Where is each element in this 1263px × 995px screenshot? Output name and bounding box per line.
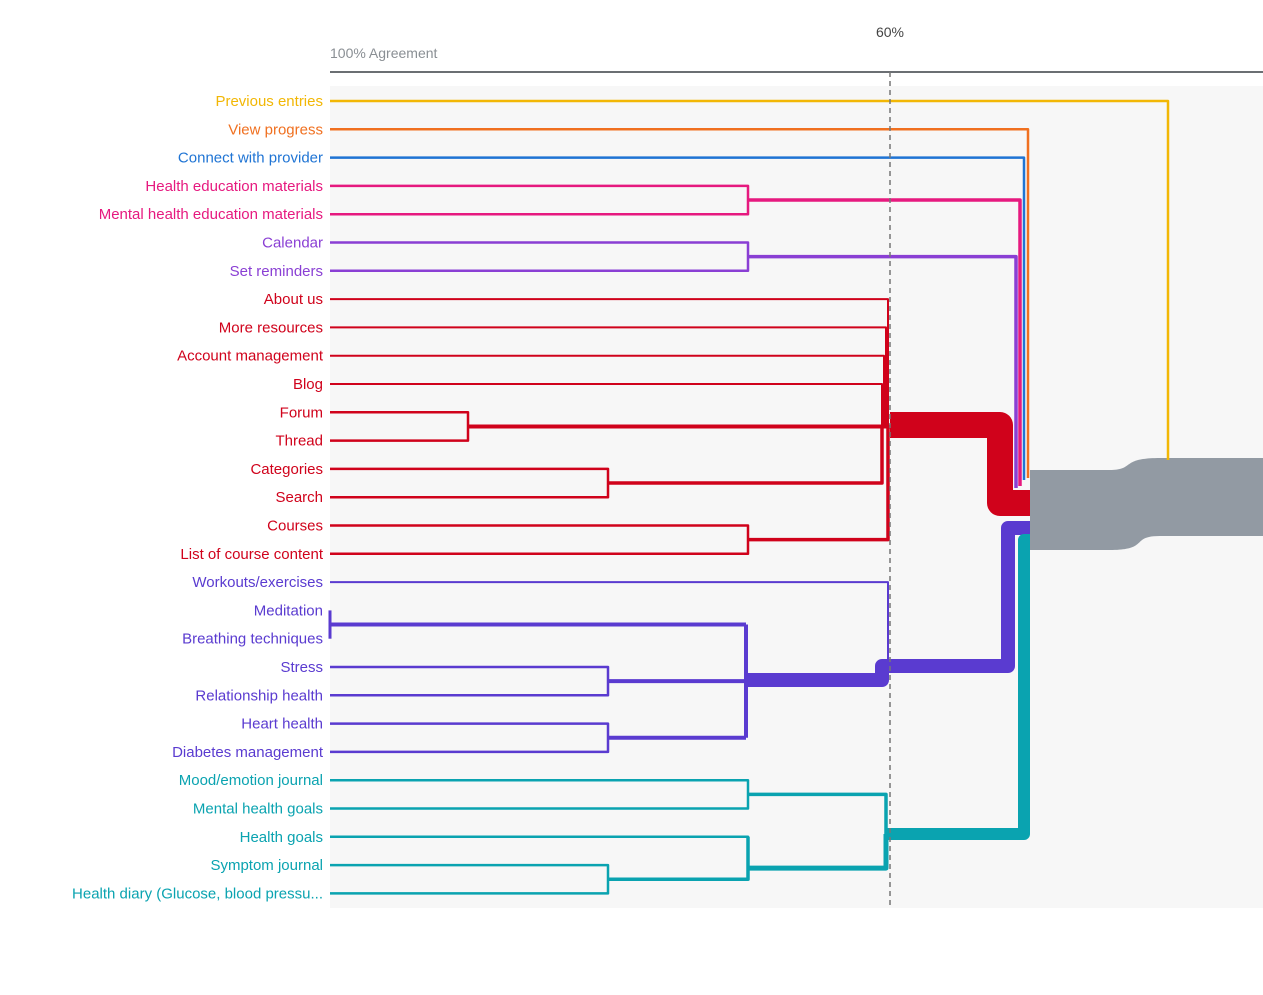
leaf-label: Health diary (Glucose, blood pressu... — [72, 885, 323, 902]
dendrogram-link — [608, 425, 884, 485]
axis-label-threshold: 60% — [876, 24, 904, 40]
leaf-label: Thread — [275, 433, 323, 450]
leaf-label: Mental health education materials — [99, 206, 323, 223]
dendrogram-link — [330, 128, 1030, 478]
leaf-label: Symptom journal — [210, 857, 323, 874]
leaf-label: Workouts/exercises — [192, 574, 323, 591]
dendrogram-link — [748, 198, 1022, 486]
leaf-label: Calendar — [262, 235, 323, 252]
dendrogram-link — [330, 581, 889, 666]
leaf-label: Breathing techniques — [182, 631, 323, 648]
dendrogram-link — [330, 326, 887, 425]
purple-cluster-link — [888, 521, 1030, 673]
dendrogram-link — [330, 298, 889, 425]
axis-label-agreement: 100% Agreement — [330, 45, 438, 61]
dendrogram-link — [748, 792, 888, 834]
dendrogram-links — [328, 99, 1263, 895]
leaf-label: Categories — [250, 461, 323, 478]
teal-cluster-link — [886, 534, 1030, 840]
leaf-label: Stress — [280, 659, 323, 676]
leaf-label: Relationship health — [195, 687, 323, 704]
leaf-label: Meditation — [254, 602, 323, 619]
leaf-label: Forum — [280, 404, 323, 421]
leaf-label: Account management — [177, 348, 324, 365]
leaf-label: Health education materials — [145, 178, 323, 195]
purple-merge-link — [746, 659, 890, 687]
leaf-label: List of course content — [180, 546, 323, 563]
dendrogram-link — [608, 836, 750, 881]
leaf-label: Courses — [267, 518, 323, 535]
leaf-labels: Previous entries View progress Connect wit… — [72, 93, 324, 902]
leaf-label: Search — [275, 489, 323, 506]
red-cluster-link — [890, 412, 1030, 516]
dendrogram-link — [330, 156, 1026, 480]
leaf-label: Mood/emotion journal — [179, 772, 323, 789]
root-link — [1030, 458, 1263, 550]
leaf-label: Diabetes management — [172, 744, 324, 761]
dendrogram-link — [330, 383, 883, 425]
leaf-label: Heart health — [241, 716, 323, 733]
dendrogram-link — [748, 834, 889, 871]
leaf-label: View progress — [228, 121, 323, 138]
dendrogram-link — [330, 354, 885, 425]
leaf-label: Health goals — [240, 829, 323, 846]
dendrogram-link — [748, 425, 890, 542]
leaf-label: More resources — [219, 319, 323, 336]
dendrogram-link — [330, 99, 1170, 460]
leaf-label: Set reminders — [230, 263, 323, 280]
leaf-label: Previous entries — [215, 93, 323, 110]
dendrogram-link — [748, 254, 1018, 488]
leaf-label: Blog — [293, 376, 323, 393]
leaf-label: About us — [264, 291, 323, 308]
leaf-label: Connect with provider — [178, 150, 323, 167]
leaf-label: Mental health goals — [193, 801, 323, 818]
